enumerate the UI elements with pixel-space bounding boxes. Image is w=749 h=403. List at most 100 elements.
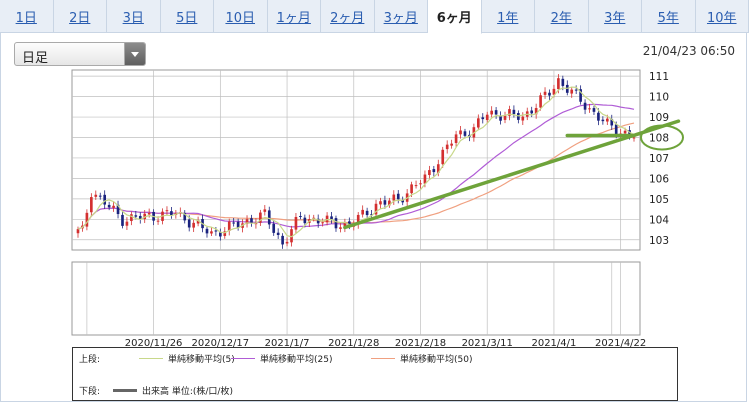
candle-body <box>147 212 151 215</box>
legend-ma25: 単純移動平均(25) <box>231 352 332 365</box>
candle-body <box>219 232 222 237</box>
candle-body <box>557 78 560 90</box>
candle-body <box>112 205 115 208</box>
legend-ma50: 単純移動平均(50) <box>371 352 472 365</box>
candle-body <box>183 212 187 221</box>
tab-11[interactable]: 3年 <box>589 0 642 32</box>
candle-body <box>276 232 280 236</box>
candle-body <box>98 195 102 197</box>
candle-body <box>196 220 200 224</box>
tab-3[interactable]: 5日 <box>161 0 214 32</box>
y-tick-label: 103 <box>649 235 669 247</box>
volume-pane <box>71 261 641 336</box>
tab-6[interactable]: 2ヶ月 <box>321 0 375 32</box>
candle-body <box>548 92 551 96</box>
candle-body <box>272 223 276 233</box>
candle-body <box>370 214 373 216</box>
x-tick-label: 2021/4/1 <box>531 338 576 349</box>
tab-12[interactable]: 5年 <box>642 0 696 32</box>
candle-body <box>436 164 440 173</box>
candle-body <box>583 102 587 110</box>
tab-1[interactable]: 2日 <box>54 0 107 32</box>
y-tick-label: 107 <box>649 153 669 165</box>
candle-body <box>76 229 80 234</box>
candle-body <box>343 222 347 228</box>
x-tick-label: 2021/3/11 <box>462 338 513 349</box>
interval-select[interactable]: 日足 <box>14 42 146 66</box>
candle-body <box>419 183 422 185</box>
candle-body <box>138 215 142 220</box>
candle-body <box>490 110 493 115</box>
tab-8[interactable]: 6ヶ月 <box>428 0 482 34</box>
x-tick-label: 2020/12/17 <box>192 338 250 349</box>
candle-body <box>521 116 525 121</box>
candle-body <box>205 228 209 234</box>
candle-body <box>316 218 320 224</box>
tab-7[interactable]: 3ヶ月 <box>375 0 428 32</box>
tab-9[interactable]: 1年 <box>482 0 535 32</box>
candle-body <box>250 218 253 224</box>
tab-2[interactable]: 3日 <box>107 0 161 32</box>
y-tick-label: 111 <box>649 71 669 83</box>
y-tick-label: 110 <box>649 92 669 104</box>
candle-body <box>592 108 596 112</box>
candle-body <box>476 118 480 128</box>
volume-swatch <box>113 389 137 392</box>
candle-body <box>539 95 542 108</box>
tab-10[interactable]: 2年 <box>535 0 589 32</box>
candle-body <box>267 210 271 225</box>
candle-body <box>374 203 378 215</box>
candle-body <box>570 89 574 94</box>
candle-body <box>321 222 324 224</box>
chevron-down-icon[interactable] <box>124 43 145 65</box>
legend-ma25-label: 単純移動平均(25) <box>260 355 333 365</box>
candle-body <box>450 143 453 146</box>
x-tick-label: 2021/1/28 <box>328 338 379 349</box>
candle-body <box>187 219 191 228</box>
candle-body <box>121 214 124 226</box>
candle-body <box>463 131 467 136</box>
tab-4[interactable]: 10日 <box>214 0 268 32</box>
candle-body <box>210 231 213 234</box>
candle-body <box>85 212 89 227</box>
ma50-swatch <box>371 358 395 359</box>
candle-body <box>441 149 445 165</box>
candle-body <box>192 222 195 228</box>
candle-body <box>530 110 534 114</box>
candle-body <box>383 200 387 205</box>
candle-body <box>534 108 538 115</box>
candle-body <box>561 78 565 86</box>
tab-5[interactable]: 1ヶ月 <box>268 0 321 32</box>
y-tick-label: 105 <box>649 194 669 206</box>
candle-body <box>303 217 307 224</box>
candle-body <box>236 221 240 228</box>
x-tick-label: 2021/2/18 <box>395 338 446 349</box>
tab-0[interactable]: 1日 <box>0 0 54 32</box>
candle-body <box>330 216 333 220</box>
legend-ma50-label: 単純移動平均(50) <box>400 355 473 365</box>
candle-body <box>601 119 605 122</box>
timestamp: 21/04/23 06:50 <box>642 44 735 58</box>
candle-body <box>512 109 516 115</box>
candle-body <box>410 184 413 194</box>
candle-body <box>499 115 502 121</box>
legend-volume-label: 出来高 単位:(株/口/枚) <box>142 387 233 397</box>
candle-body <box>214 230 218 232</box>
candle-body <box>143 213 147 220</box>
candle-body <box>610 119 614 126</box>
legend-upper-label: 上段: <box>79 355 101 365</box>
candle-body <box>107 204 111 208</box>
candle-body <box>454 134 458 143</box>
candle-body <box>396 193 400 200</box>
candle-body <box>170 211 173 216</box>
candle-body <box>388 200 391 206</box>
y-tick-label: 109 <box>649 112 669 124</box>
legend-ma5-label: 単純移動平均(5) <box>168 355 235 365</box>
candle-body <box>552 88 556 95</box>
candle-body <box>339 227 342 229</box>
x-tick-label: 2021/1/7 <box>265 338 310 349</box>
period-tabs: 1日 2日 3日 5日 10日 1ヶ月 2ヶ月 3ヶ月 6ヶ月 1年 2年 3年 5年 10年 <box>0 0 749 34</box>
candle-body <box>445 144 449 150</box>
candle-body <box>94 194 98 197</box>
